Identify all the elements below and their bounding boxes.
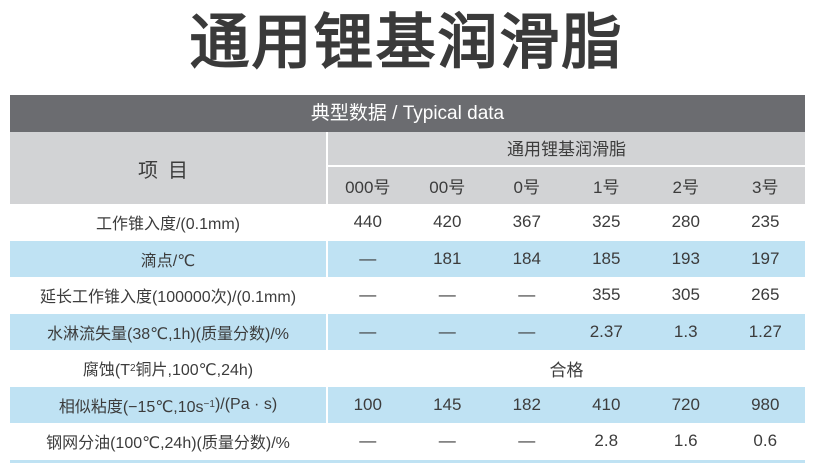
table-row: 延长工作锥入度(100000次)/(0.1mm) — — — 355 305 2… [10, 277, 805, 314]
table-cell: 235 [751, 212, 780, 232]
table-cell: 325 [592, 212, 621, 232]
item-column-header: 项目 [10, 132, 328, 204]
table-row: 工作锥入度/(0.1mm) 440 420 367 325 280 235 [10, 204, 805, 241]
table-cell: 185 [592, 248, 621, 268]
label-text: )/(Pa · s) [214, 395, 278, 413]
table-cell: 145 [433, 394, 462, 414]
table-cell: 2.8 [594, 431, 619, 451]
table-cell-merged: 合格 [549, 360, 584, 380]
row-label: 水淋流失量(38℃,1h)(质量分数)/% [10, 313, 328, 350]
table-cell: 410 [592, 394, 621, 414]
table-cell: 355 [592, 285, 621, 305]
table-cell: 420 [433, 212, 462, 232]
table-cell: — [359, 321, 377, 341]
table-cell: 367 [512, 212, 541, 232]
grade-header: 1号 [593, 178, 620, 197]
table-cell: — [359, 431, 377, 451]
row-label: 滴点/℃ [10, 240, 328, 277]
table-cell: — [438, 321, 456, 341]
grade-header: 0号 [513, 178, 540, 197]
table-row: 水淋流失量(38℃,1h)(质量分数)/% — — — 2.37 1.3 1.2… [10, 313, 805, 350]
table-cell: 2.37 [589, 321, 623, 341]
table-cell: 980 [751, 394, 780, 414]
label-text: 铜片,100℃,24h) [135, 362, 254, 380]
table-header: 项目 通用锂基润滑脂 000号 00号 0号 1号 2号 3号 [10, 132, 805, 204]
page-title: 通用锂基润滑脂 [189, 8, 624, 78]
grade-headers: 000号 00号 0号 1号 2号 3号 [328, 167, 805, 204]
row-label: 钢网分油(100℃,24h)(质量分数)/% [10, 423, 328, 460]
table-band-title: 典型数据 / Typical data [10, 95, 805, 132]
table-cell: 265 [751, 285, 780, 305]
table-cell: — [438, 285, 456, 305]
grade-header: 3号 [752, 178, 779, 197]
table-bottom-rule [10, 459, 805, 463]
table-cell: — [518, 431, 536, 451]
table-row: 滴点/℃ — 181 184 185 193 197 [10, 240, 805, 277]
grade-header: 2号 [672, 178, 699, 197]
table-cell: — [359, 285, 377, 305]
table-cell: 1.3 [673, 321, 698, 341]
label-subscript: 2 [129, 362, 136, 374]
product-column-header: 通用锂基润滑脂 [328, 132, 805, 167]
label-text: 相似粘度(−15℃,10s [58, 398, 204, 416]
grade-header: 00号 [429, 178, 466, 197]
table-cell: 182 [512, 394, 541, 414]
table-row: 腐蚀(T 2 铜片,100℃,24h) 合格 [10, 350, 805, 387]
table-cell: — [359, 248, 377, 268]
row-label: 延长工作锥入度(100000次)/(0.1mm) [10, 277, 328, 314]
table-cell: 440 [353, 212, 382, 232]
label-text: 腐蚀(T [82, 362, 130, 380]
table-cell: 305 [671, 285, 700, 305]
table-cell: — [518, 321, 536, 341]
table-cell: 193 [671, 248, 700, 268]
table-row: 相似粘度(−15℃,10s −1)/(Pa · s) 100 145 182 41… [10, 386, 805, 423]
table-cell: 184 [512, 248, 541, 268]
row-label: 工作锥入度/(0.1mm) [10, 204, 328, 241]
table-cell: 1.6 [673, 431, 698, 451]
table-cell: 280 [671, 212, 700, 232]
table-cell: 1.27 [748, 321, 782, 341]
table-cell: — [518, 285, 536, 305]
table-cell: 197 [751, 248, 780, 268]
table-cell: — [438, 431, 456, 451]
typical-data-table: 典型数据 / Typical data 项目 通用锂基润滑脂 000号 00号 … [10, 95, 805, 463]
row-label: 腐蚀(T 2 铜片,100℃,24h) [10, 350, 328, 387]
table-row: 钢网分油(100℃,24h)(质量分数)/% — — — 2.8 1.6 0.6 [10, 423, 805, 460]
table-cell: 181 [433, 248, 462, 268]
label-superscript: −1 [203, 399, 215, 411]
row-label: 相似粘度(−15℃,10s −1)/(Pa · s) [10, 386, 328, 423]
table-cell: 100 [353, 394, 382, 414]
table-cell: 0.6 [753, 431, 778, 451]
grade-header: 000号 [345, 178, 391, 197]
table-cell: 720 [671, 394, 700, 414]
